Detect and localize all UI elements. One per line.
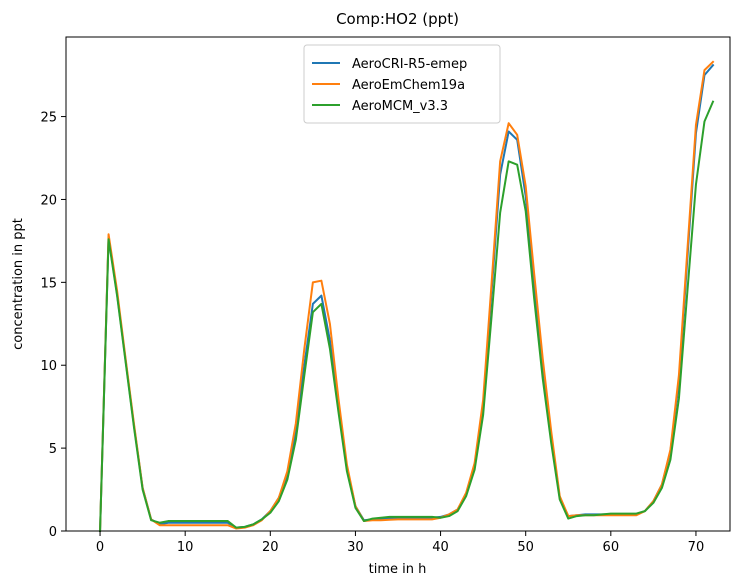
y-axis-label: concentration in ppt xyxy=(11,218,26,350)
x-tick-label-7: 70 xyxy=(688,540,705,555)
y-tick-label-1: 5 xyxy=(49,442,57,457)
y-tick-label-0: 0 xyxy=(49,525,57,540)
legend-label-1: AeroEmChem19a xyxy=(352,78,465,93)
x-tick-label-6: 60 xyxy=(603,540,620,555)
x-tick-label-1: 10 xyxy=(177,540,194,555)
legend-entries: AeroCRI-R5-emep AeroEmChem19a AeroMCM_v3.3 xyxy=(312,57,467,114)
x-tick-label-4: 40 xyxy=(432,540,449,555)
plot-area xyxy=(65,36,731,533)
legend-label-0: AeroCRI-R5-emep xyxy=(352,57,467,72)
series-line-2 xyxy=(99,100,715,533)
y-tick-label-3: 15 xyxy=(40,276,57,291)
x-tick-label-5: 50 xyxy=(517,540,534,555)
chart-title: Comp:HO2 (ppt) xyxy=(336,10,459,28)
y-tick-label-2: 10 xyxy=(40,359,57,374)
x-tick-label-2: 20 xyxy=(262,540,279,555)
legend-box xyxy=(303,44,501,124)
x-tick-label-3: 30 xyxy=(347,540,364,555)
y-tick-label-5: 25 xyxy=(40,111,57,126)
x-tick-label-0: 0 xyxy=(96,540,104,555)
series-line-1 xyxy=(99,60,715,533)
plot-frame xyxy=(65,36,731,532)
y-axis: 0 5 10 15 20 25 xyxy=(40,111,66,540)
x-axis-label: time in h xyxy=(369,562,427,576)
legend: AeroCRI-R5-emep AeroEmChem19a AeroMCM_v3.3 xyxy=(303,44,501,124)
x-axis: 0 10 20 30 40 50 60 70 xyxy=(96,531,704,555)
legend-label-2: AeroMCM_v3.3 xyxy=(352,99,448,114)
series-layer xyxy=(99,60,715,533)
y-tick-label-4: 20 xyxy=(40,193,57,208)
